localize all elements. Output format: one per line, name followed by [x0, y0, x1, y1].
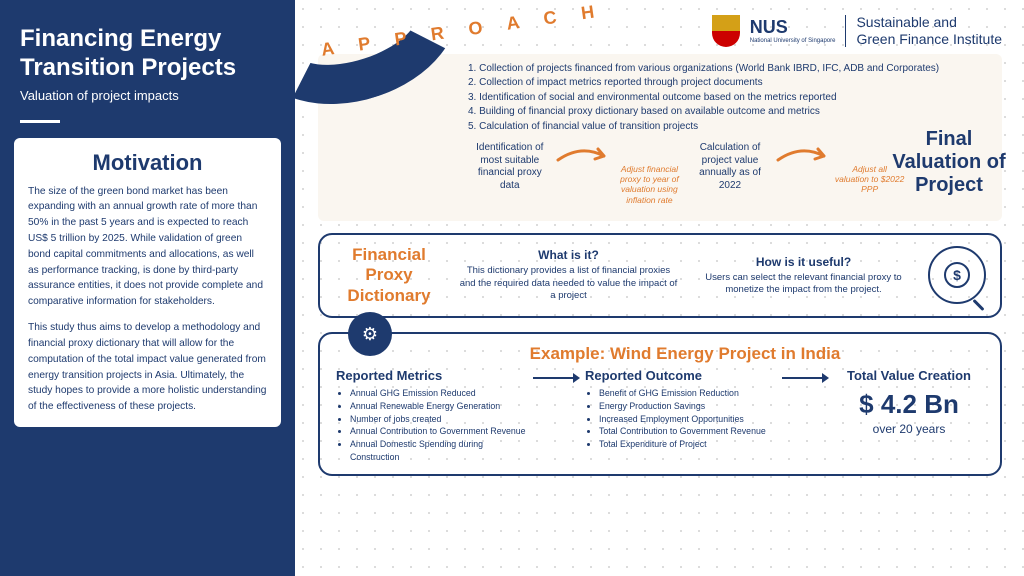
metric-3: Number of jobs created	[350, 413, 529, 426]
example-box: ⚙ Example: Wind Energy Project in India …	[318, 332, 1002, 476]
step-4: 4. Building of financial proxy dictionar…	[468, 105, 992, 120]
institute-line2: Green Finance Institute	[856, 31, 1002, 48]
flow-arrow-2	[776, 142, 831, 164]
outcome-3: Increased Employment Opportunities	[599, 413, 778, 426]
steps-list: 1. Collection of projects financed from …	[468, 62, 992, 135]
motivation-p2: This study thus aims to develop a method…	[28, 320, 267, 415]
motivation-p1: The size of the green bond market has be…	[28, 184, 267, 311]
step-2: 2. Collection of impact metrics reported…	[468, 76, 992, 91]
page-subtitle: Valuation of project impacts	[0, 88, 295, 108]
total-value-col: Total Value Creation $ 4.2 Bn over 20 ye…	[834, 368, 984, 436]
fpd-how-text: Users can select the relevant financial …	[693, 272, 914, 297]
metric-1: Annual GHG Emission Reduced	[350, 387, 529, 400]
arrow-icon	[533, 371, 581, 385]
page-title: Financing Energy Transition Projects	[0, 0, 295, 88]
fpd-title: Financial Proxy Dictionary	[334, 245, 444, 306]
metric-2: Annual Renewable Energy Generation	[350, 400, 529, 413]
example-title: Example: Wind Energy Project in India	[336, 344, 984, 364]
outcome-2: Energy Production Savings	[599, 400, 778, 413]
nus-label: NUS	[750, 17, 836, 38]
metrics-col: Reported Metrics Annual GHG Emission Red…	[336, 368, 529, 464]
flow-box-2: Calculation of project value annually as…	[688, 142, 772, 192]
step-3: 3. Identification of social and environm…	[468, 91, 992, 106]
outcome-5: Total Expenditure of Project	[599, 438, 778, 451]
sidebar: Financing Energy Transition Projects Val…	[0, 0, 295, 576]
nus-shield-icon	[712, 15, 740, 47]
fpd-what-col: What is it? This dictionary provides a l…	[458, 248, 679, 302]
outcome-col: Reported Outcome Benefit of GHG Emission…	[585, 368, 778, 451]
outcome-heading: Reported Outcome	[585, 368, 778, 383]
outcome-1: Benefit of GHG Emission Reduction	[599, 387, 778, 400]
metric-5: Annual Domestic Spending during Construc…	[350, 438, 529, 464]
flow-arrow-1	[556, 142, 611, 164]
nus-text: NUS National University of Singapore	[750, 17, 836, 44]
motivation-title: Motivation	[28, 150, 267, 176]
nus-sublabel: National University of Singapore	[750, 38, 836, 44]
motivation-box: Motivation The size of the green bond ma…	[14, 138, 281, 427]
tvc-sub: over 20 years	[834, 422, 984, 436]
example-row: Reported Metrics Annual GHG Emission Red…	[336, 368, 984, 464]
fpd-how-col: How is it useful? Users can select the r…	[693, 255, 914, 297]
logo-divider	[845, 15, 846, 47]
magnifier-dollar-icon: $	[928, 246, 986, 304]
financial-proxy-box: Financial Proxy Dictionary What is it? T…	[318, 233, 1002, 318]
outcome-4: Total Contribution to Government Revenue	[599, 425, 778, 438]
metrics-heading: Reported Metrics	[336, 368, 529, 383]
flow-box-1: Identification of most suitable financia…	[468, 142, 552, 192]
fpd-what-text: This dictionary provides a list of finan…	[458, 265, 679, 302]
institute-name: Sustainable and Green Finance Institute	[856, 14, 1002, 48]
arrow-icon	[782, 371, 830, 385]
tvc-value: $ 4.2 Bn	[834, 389, 984, 420]
main-content: NUS National University of Singapore Sus…	[300, 0, 1020, 576]
step-1: 1. Collection of projects financed from …	[468, 62, 992, 77]
fpd-how-heading: How is it useful?	[693, 255, 914, 269]
monitor-icon: ⚙	[348, 312, 392, 356]
flow-adjust-1: Adjust financial proxy to year of valuat…	[615, 142, 685, 205]
divider	[20, 120, 60, 123]
tvc-heading: Total Value Creation	[834, 368, 984, 383]
institute-line1: Sustainable and	[856, 14, 1002, 31]
fpd-what-heading: What is it?	[458, 248, 679, 262]
final-valuation-label: Final Valuation of Project	[884, 128, 1014, 197]
metric-4: Annual Contribution to Government Revenu…	[350, 425, 529, 438]
motivation-text: The size of the green bond market has be…	[28, 184, 267, 415]
